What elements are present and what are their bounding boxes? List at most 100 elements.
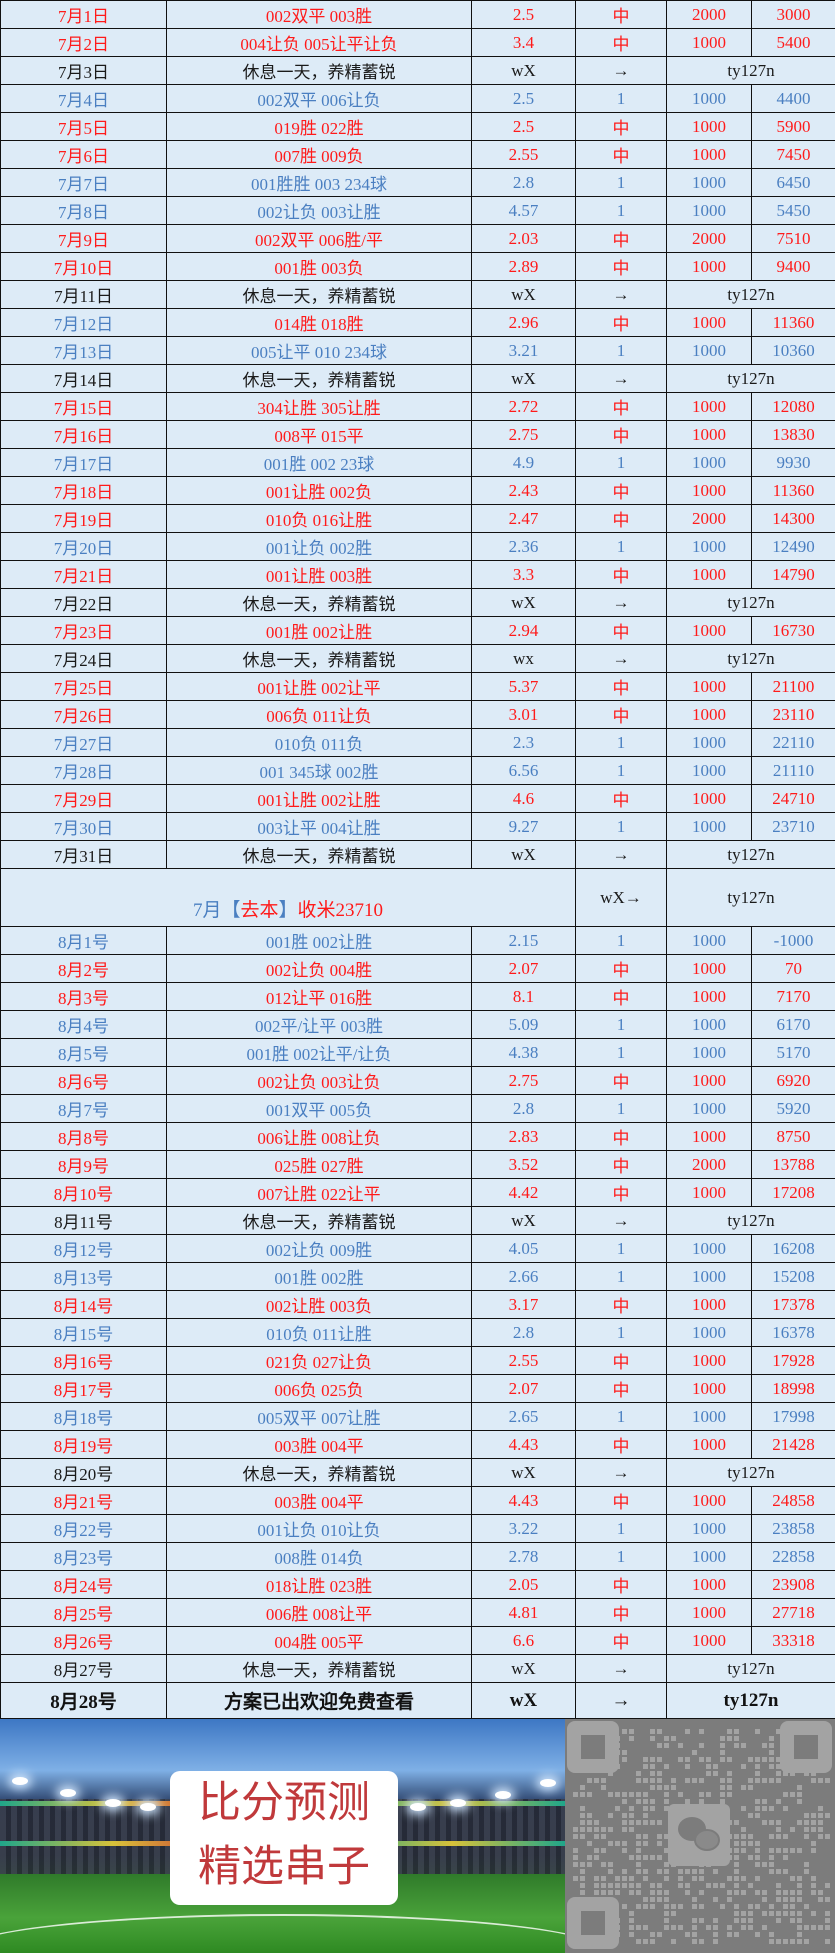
qr-module — [699, 1743, 704, 1748]
date-cell: 7月9日 — [1, 225, 167, 253]
picks-cell: 001胜 003负 — [167, 253, 472, 281]
picks-cell: 008胜 014负 — [167, 1543, 472, 1571]
date-cell: 8月11号 — [1, 1207, 167, 1235]
qr-module — [629, 1932, 634, 1937]
qr-module — [769, 1869, 774, 1874]
qr-code[interactable] — [565, 1719, 835, 1953]
qr-module — [790, 1876, 795, 1881]
result-cell: 中 — [576, 505, 667, 533]
qr-module — [657, 1757, 662, 1762]
qr-module — [601, 1785, 606, 1790]
picks-cell: 010负 011让胜 — [167, 1319, 472, 1347]
balance-cell: 21100 — [752, 673, 835, 701]
qr-module — [685, 1883, 690, 1888]
summary-result: 收米23710 — [298, 900, 384, 921]
wx-label: wX — [472, 589, 576, 617]
qr-module — [650, 1904, 655, 1909]
qr-module — [748, 1911, 753, 1916]
qr-module — [797, 1848, 802, 1853]
odds-cell: 4.05 — [472, 1235, 576, 1263]
qr-module — [622, 1820, 627, 1825]
qr-module — [755, 1806, 760, 1811]
qr-module — [664, 1792, 669, 1797]
picks-cell: 006负 011让负 — [167, 701, 472, 729]
qr-module — [762, 1820, 767, 1825]
qr-module — [699, 1869, 704, 1874]
qr-module — [573, 1876, 578, 1881]
qr-module — [685, 1729, 690, 1734]
qr-module — [734, 1736, 739, 1741]
floodlight — [410, 1803, 426, 1811]
stake-cell: 1000 — [667, 85, 752, 113]
contact-id: ty127n — [667, 1459, 835, 1487]
balance-cell: 9400 — [752, 253, 835, 281]
qr-module — [629, 1736, 634, 1741]
qr-module — [678, 1925, 683, 1930]
date-cell: 8月4号 — [1, 1011, 167, 1039]
qr-module — [615, 1806, 620, 1811]
qr-module — [797, 1911, 802, 1916]
stake-cell: 1000 — [667, 1487, 752, 1515]
qr-module — [636, 1904, 641, 1909]
qr-module — [692, 1876, 697, 1881]
balance-cell: 17998 — [752, 1403, 835, 1431]
qr-module — [741, 1764, 746, 1769]
qr-module — [734, 1869, 739, 1874]
qr-module — [727, 1757, 732, 1762]
qr-module — [811, 1820, 816, 1825]
balance-cell: 18998 — [752, 1375, 835, 1403]
qr-module — [818, 1813, 823, 1818]
qr-module — [776, 1890, 781, 1895]
odds-cell: 8.1 — [472, 983, 576, 1011]
rest-note: 休息一天，养精蓄锐 — [167, 1459, 472, 1487]
balance-cell: 23110 — [752, 701, 835, 729]
picks-cell: 001让负 002胜 — [167, 533, 472, 561]
qr-module — [713, 1771, 718, 1776]
qr-module — [783, 1834, 788, 1839]
result-cell: 1 — [576, 729, 667, 757]
qr-module — [804, 1820, 809, 1825]
qr-module — [783, 1890, 788, 1895]
qr-module — [580, 1813, 585, 1818]
qr-module — [643, 1939, 648, 1944]
balance-cell: 5450 — [752, 197, 835, 225]
qr-module — [650, 1729, 655, 1734]
qr-module — [622, 1869, 627, 1874]
qr-module — [657, 1897, 662, 1902]
date-cell: 8月26号 — [1, 1627, 167, 1655]
qr-module — [685, 1932, 690, 1937]
stake-cell: 1000 — [667, 1571, 752, 1599]
qr-module — [825, 1813, 830, 1818]
contact-id: ty127n — [667, 1655, 835, 1683]
qr-module — [692, 1869, 697, 1874]
picks-cell: 001让胜 002负 — [167, 477, 472, 505]
qr-module — [650, 1764, 655, 1769]
qr-module — [650, 1855, 655, 1860]
picks-cell: 010负 011负 — [167, 729, 472, 757]
qr-module — [636, 1820, 641, 1825]
qr-module — [664, 1736, 669, 1741]
qr-module — [601, 1778, 606, 1783]
stake-cell: 1000 — [667, 1235, 752, 1263]
qr-module — [601, 1890, 606, 1895]
picks-cell: 001胜 002 23球 — [167, 449, 472, 477]
summary-bracket-open: 【 — [221, 900, 240, 921]
qr-module — [790, 1890, 795, 1895]
qr-module — [629, 1911, 634, 1916]
qr-module — [629, 1883, 634, 1888]
result-cell: 中 — [576, 785, 667, 813]
qr-module — [769, 1904, 774, 1909]
qr-module — [699, 1939, 704, 1944]
picks-cell: 006负 025负 — [167, 1375, 472, 1403]
qr-module — [804, 1862, 809, 1867]
qr-module — [594, 1827, 599, 1832]
qr-module — [699, 1729, 704, 1734]
stake-cell: 1000 — [667, 1179, 752, 1207]
qr-module — [608, 1890, 613, 1895]
